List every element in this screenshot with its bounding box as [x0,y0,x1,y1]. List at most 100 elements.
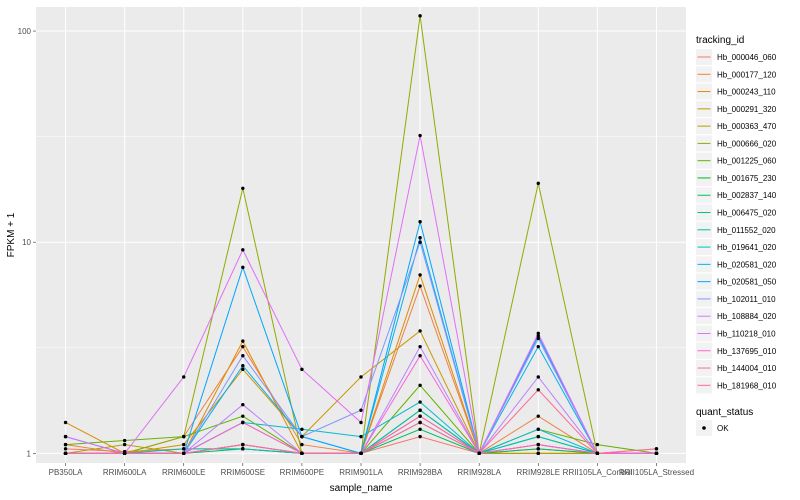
series-points [63,14,659,456]
data-point [359,451,363,456]
legend-items: Hb_000046_060 Hb_000177_120 Hb_000243_110 H… [696,49,777,394]
x-tick-label: RRII105LA_Stressed [619,468,694,477]
legend-label: Hb_000243_110 [717,88,776,97]
data-point [122,438,127,443]
legend-label: Hb_000046_060 [717,53,777,62]
data-point [241,442,245,447]
data-point [241,420,245,425]
data-point [63,447,68,451]
data-point [241,186,245,190]
data-point [359,408,363,412]
y-tick-label: 100 [18,27,32,36]
legend-label: Hb_020581_020 [717,260,777,269]
data-point [418,400,422,404]
data-point [654,451,659,456]
data-point [536,434,540,439]
data-point [536,451,540,456]
data-point [536,375,540,379]
data-point [536,447,540,451]
data-point [241,344,245,349]
data-point [241,354,245,358]
data-point [536,442,540,447]
x-tick-label: RRIM600PE [280,468,324,477]
data-point [359,434,363,439]
y-tick-label: 1 [27,449,32,458]
y-axis-title: FPKM + 1 [6,212,17,257]
data-point [63,451,68,456]
data-point [241,402,245,407]
data-point [536,331,540,336]
data-point [241,414,245,418]
data-point [654,447,659,451]
legend-points-label: OK [717,424,729,433]
legend-label: Hb_006475_020 [717,209,777,218]
data-point [418,383,422,388]
data-point [241,265,245,270]
data-point [300,442,304,447]
data-point [595,451,600,456]
data-point [122,451,127,456]
x-tick-label: RRIM928LE [516,468,560,477]
data-point [418,408,422,412]
x-tick-label: RRIM928LA [457,468,501,477]
data-point [418,420,422,425]
data-point [418,354,422,358]
data-point [536,427,540,431]
legend-label: Hb_000177_120 [717,70,777,79]
legend-label: Hb_110218_010 [717,329,776,338]
x-axis: PB350LA RRIM600LA RRIM600LE RRIM600SE RRIM60… [49,463,694,477]
x-tick-label: RRIM600SE [221,468,265,477]
data-point [182,442,186,447]
data-point [418,273,422,277]
data-point [536,414,540,418]
data-point [477,451,481,456]
legend-title: tracking_id [696,35,744,46]
data-point [536,181,540,186]
data-point [418,236,422,240]
x-tick-label: RRII105LA_Control [563,468,633,477]
legend-label: Hb_181968_010 [717,381,777,390]
x-tick-label: RRIM600LE [162,468,206,477]
data-point [241,367,245,372]
x-axis-title: sample_name [330,483,393,494]
data-point [63,420,68,425]
data-point [418,329,422,333]
legend-label: Hb_137695_010 [717,347,777,356]
data-point [418,434,422,439]
legend-label: Hb_020581_050 [717,278,777,287]
legend-label: Hb_102011_010 [717,295,776,304]
legend-label: Hb_108884_020 [717,312,777,321]
legend-label: Hb_019641_020 [717,243,777,252]
data-point [418,344,422,349]
data-point [122,442,127,447]
legend-label: Hb_144004_010 [717,364,777,373]
legend-label: Hb_011552_020 [717,226,776,235]
data-point [241,339,245,343]
data-point [300,451,304,456]
data-point [241,364,245,368]
data-point [418,284,422,288]
data-point [300,427,304,431]
legend-label: Hb_000666_020 [717,139,777,148]
legend-label: Hb_000363_470 [717,122,777,131]
y-axis: 1 10 100 [18,27,36,458]
data-point [63,442,68,447]
data-point [63,434,68,439]
legend-points-title: quant_status [696,407,753,418]
data-point [359,375,363,379]
legend-label: Hb_002837_140 [717,191,777,200]
legend-point-marker [702,426,706,430]
data-point [418,220,422,224]
data-point [595,442,600,447]
data-point [182,451,186,456]
x-tick-label: PB350LA [49,468,83,477]
data-point [418,414,422,418]
y-tick-label: 10 [22,238,31,247]
legend-label: Hb_001225_060 [717,157,777,166]
data-point [536,334,540,338]
data-point [182,447,186,451]
data-point [418,14,422,18]
data-point [418,240,422,244]
x-tick-label: RRIM901LA [339,468,383,477]
